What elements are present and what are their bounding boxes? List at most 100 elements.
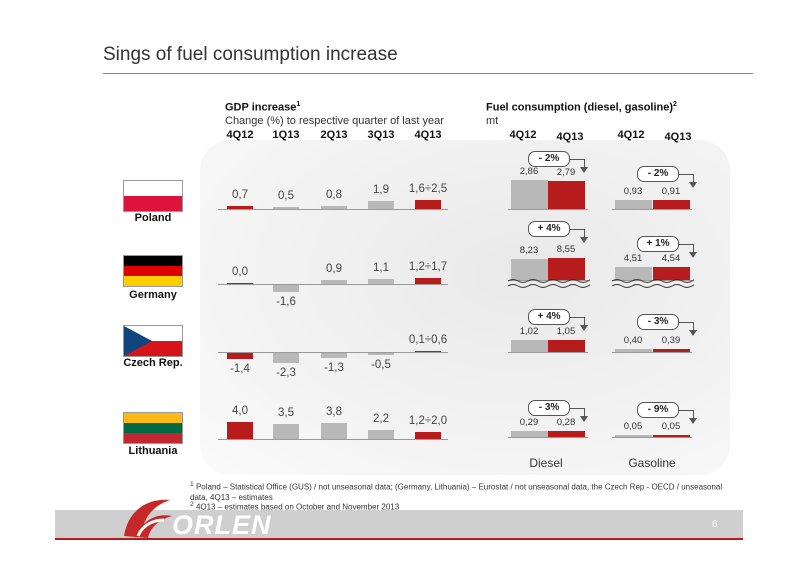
gasoline-change-badge: - 9%: [637, 402, 679, 418]
gdp-bar: [227, 283, 253, 284]
fuel-diesel-baseline: [508, 437, 588, 438]
gdp-bar: [273, 424, 299, 439]
title-divider: [103, 73, 753, 74]
fuel-unit: mt: [486, 115, 499, 127]
gdp-baseline: [218, 284, 448, 285]
fuel-diesel-bar: [510, 258, 548, 280]
gdp-bar: [415, 350, 441, 352]
gdp-period-4Q12: 4Q12: [226, 129, 254, 141]
fuel-diesel-bar: [547, 258, 585, 280]
gasoline-change-arrow-icon: [679, 244, 697, 258]
fuel-gasoline-baseline: [612, 437, 692, 438]
gdp-period-1Q13: 1Q13: [272, 129, 300, 141]
gdp-bar: [321, 353, 347, 359]
gdp-bar: [273, 353, 299, 363]
fuel-gasoline-bar: [614, 200, 652, 209]
gdp-data-label: -1,3: [324, 362, 344, 375]
fuel-gasoline-label: 0,05: [661, 421, 681, 432]
gdp-data-label: 1,9: [373, 184, 389, 197]
gdp-bar: [321, 423, 347, 439]
gdp-bar: [368, 429, 394, 439]
fuel-gasoline-bar: [614, 267, 652, 280]
gdp-data-label: -1,6: [276, 295, 296, 308]
gasoline-change-badge: - 3%: [637, 314, 679, 330]
gdp-bar: [227, 422, 253, 439]
fuel-diesel-label: 2,79: [556, 166, 576, 178]
fuel-gasoline-baseline: [612, 352, 692, 353]
fuel-gasoline-bar: [652, 435, 690, 437]
gdp-data-label: 0,9: [326, 263, 342, 276]
fuel-period-4Q12-2: 4Q12: [617, 129, 645, 141]
gdp-bar: [227, 353, 253, 359]
diesel-label: Diesel: [529, 456, 563, 470]
gdp-data-label: 0,0: [232, 266, 248, 278]
diesel-change-badge: + 4%: [528, 221, 570, 237]
fuel-diesel-label: 1,05: [556, 326, 576, 337]
fuel-period-4Q13-1: 4Q13: [556, 131, 584, 143]
fuel-gasoline-bar: [652, 200, 690, 209]
gdp-data-label: -2,3: [276, 366, 296, 379]
diesel-axis-break-icon: [508, 279, 590, 288]
gdp-data-label: 0,1÷0,6: [408, 333, 448, 346]
country-name: Lithuania: [128, 445, 178, 457]
gdp-baseline: [218, 352, 448, 353]
europe-map-background: [200, 140, 730, 475]
gasoline-change-arrow-icon: [679, 410, 697, 424]
fuel-gasoline-label: 0,39: [661, 335, 681, 347]
gasoline-change-badge: - 2%: [637, 166, 679, 182]
diesel-change-badge: - 2%: [528, 151, 570, 167]
gasoline-label: Gasoline: [628, 456, 676, 470]
gdp-subtitle: Change (%) to respective quarter of last…: [225, 115, 444, 127]
orlen-logo-text: ORLEN: [172, 510, 272, 540]
gdp-bar: [415, 200, 441, 209]
diesel-change-arrow-icon: [570, 229, 588, 243]
diesel-change-badge: + 4%: [528, 309, 570, 325]
gdp-data-label: 1,1: [373, 262, 389, 275]
fuel-diesel-bar: [547, 431, 585, 437]
footnote-2: 2 4Q13 – estimates based on October and …: [190, 501, 400, 512]
gdp-data-label: 1,2÷1,7: [408, 260, 448, 273]
fuel-title: Fuel consumption (diesel, gasoline)2: [486, 101, 677, 114]
footer-accent-line: [55, 538, 743, 540]
gdp-period-4Q13: 4Q13: [414, 129, 442, 141]
diesel-change-arrow-icon: [570, 159, 588, 173]
fuel-diesel-bar: [510, 340, 548, 352]
fuel-gasoline-label: 0,91: [661, 186, 681, 198]
fuel-gasoline-baseline: [612, 209, 692, 210]
gdp-bar: [273, 285, 299, 292]
gasoline-change-arrow-icon: [679, 322, 697, 336]
country-name: Czech Rep.: [123, 357, 183, 369]
fuel-gasoline-label: 4,54: [661, 253, 681, 264]
gdp-data-label: 0,8: [326, 188, 342, 201]
diesel-change-badge: - 3%: [528, 400, 570, 416]
gasoline-change-badge: + 1%: [637, 236, 679, 252]
gdp-data-label: 3,8: [326, 406, 342, 419]
fuel-gasoline-bar: [614, 349, 652, 352]
gdp-bar: [368, 201, 394, 209]
gdp-bar: [273, 206, 299, 209]
fuel-diesel-label: 1,02: [519, 326, 539, 338]
gdp-bar: [321, 205, 347, 209]
fuel-diesel-bar: [547, 180, 585, 209]
country-name: Poland: [134, 212, 172, 224]
gdp-data-label: 3,5: [278, 407, 294, 420]
fuel-diesel-label: 8,55: [556, 244, 576, 255]
fuel-diesel-bar: [510, 180, 548, 209]
flag-germany: [123, 255, 183, 287]
fuel-diesel-label: 8,23: [519, 244, 539, 256]
gdp-data-label: -1,4: [230, 362, 250, 375]
gdp-title: GDP increase1: [225, 101, 301, 114]
fuel-period-4Q13-3: 4Q13: [664, 131, 692, 143]
czech-flag-triangle: [124, 326, 152, 356]
fuel-diesel-bar: [547, 340, 585, 352]
page-number: 6: [712, 519, 718, 530]
gdp-data-label: 0,5: [278, 189, 294, 202]
flag-poland: [123, 180, 183, 212]
fuel-gasoline-bar: [614, 435, 652, 437]
gdp-bar: [368, 353, 394, 356]
gdp-period-2Q13: 2Q13: [320, 129, 348, 141]
gdp-bar: [227, 206, 253, 209]
diesel-change-arrow-icon: [570, 408, 588, 422]
gdp-bar: [415, 432, 441, 439]
fuel-gasoline-bar: [652, 349, 690, 352]
